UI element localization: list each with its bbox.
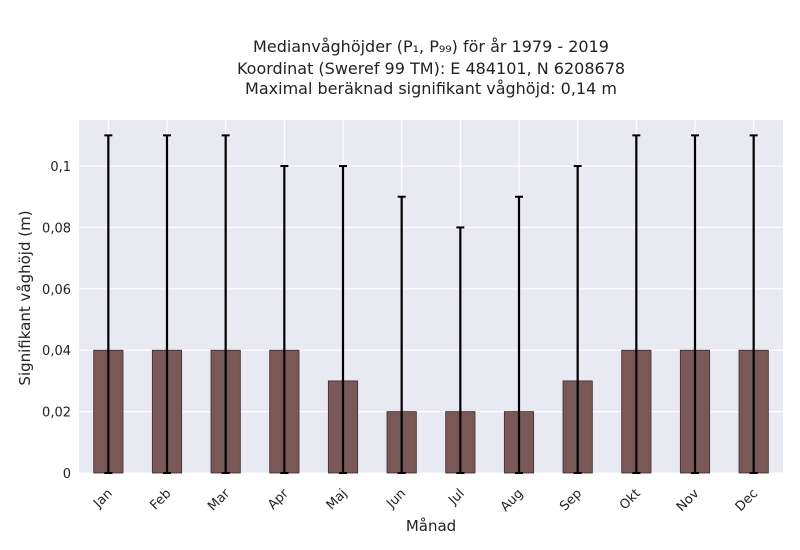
chart-title: Medianvåghöjder (P₁, P₉₉) för år 1979 - … bbox=[237, 37, 625, 98]
x-tick-label: Aug bbox=[498, 486, 527, 515]
x-tick-label: Maj bbox=[324, 486, 351, 513]
x-tick-label: Dec bbox=[733, 486, 761, 514]
error-bars bbox=[104, 134, 758, 474]
error-bar-jul bbox=[456, 226, 465, 474]
error-bar-feb bbox=[163, 134, 171, 474]
y-tick-label: 0,04 bbox=[42, 344, 71, 359]
x-tick-label: Okt bbox=[617, 486, 644, 513]
x-tick-label: Feb bbox=[148, 486, 175, 513]
error-bar-jun bbox=[397, 195, 406, 474]
x-tick-label: Sep bbox=[557, 486, 585, 514]
x-tick-label: Apr bbox=[265, 486, 292, 513]
y-tick-label: 0,08 bbox=[42, 221, 71, 236]
error-bar-mar bbox=[221, 134, 230, 474]
x-tick-label: Mar bbox=[205, 486, 233, 514]
error-bar-okt bbox=[632, 134, 641, 474]
y-axis-label: Signifikant våghöjd (m) bbox=[16, 210, 34, 385]
error-bar-maj bbox=[339, 165, 347, 474]
error-bar-sep bbox=[573, 165, 582, 474]
error-bar-apr bbox=[280, 165, 289, 474]
x-axis-ticks: Jan Feb Mar Apr Maj Jun Jul Aug Sep Okt Nov Dec bbox=[90, 486, 761, 515]
x-tick-label: Jan bbox=[90, 486, 115, 511]
y-tick-label: 0,06 bbox=[42, 283, 71, 298]
x-axis-label: Månad bbox=[406, 517, 456, 535]
error-bar-aug bbox=[515, 195, 523, 474]
y-tick-label: 0 bbox=[63, 467, 71, 482]
error-bar-dec bbox=[749, 134, 758, 474]
chart-title-line-2: Koordinat (Sweref 99 TM): E 484101, N 62… bbox=[237, 59, 625, 78]
x-tick-label: Jun bbox=[383, 486, 409, 512]
x-tick-label: Jul bbox=[445, 486, 467, 508]
error-bar-jan bbox=[104, 134, 113, 474]
y-tick-label: 0,02 bbox=[42, 406, 71, 421]
chart-title-line-1: Medianvåghöjder (P₁, P₉₉) för år 1979 - … bbox=[253, 37, 609, 56]
y-axis-ticks: 0 0,02 0,04 0,06 0,08 0,1 bbox=[42, 160, 71, 482]
error-bar-nov bbox=[691, 134, 699, 474]
y-tick-label: 0,1 bbox=[50, 160, 71, 175]
x-tick-label: Nov bbox=[674, 486, 703, 515]
plot-area bbox=[79, 120, 783, 473]
chart-title-line-3: Maximal beräknad signifikant våghöjd: 0,… bbox=[245, 79, 617, 98]
